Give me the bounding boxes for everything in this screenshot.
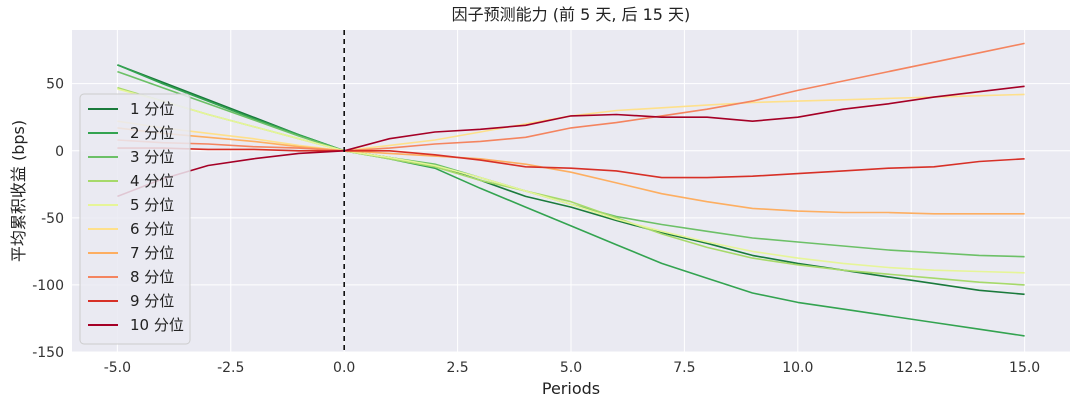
- legend-label: 2 分位: [130, 124, 174, 142]
- legend-label: 3 分位: [130, 148, 174, 166]
- legend-label: 5 分位: [130, 196, 174, 214]
- y-tick-label: -100: [32, 278, 64, 294]
- legend: 1 分位 2 分位 3 分位 4 分位 5 分位 6 分位 7 分位 8 分位 9 分位 10 分…: [79, 93, 191, 345]
- legend-label: 6 分位: [130, 220, 174, 238]
- legend-label: 4 分位: [130, 172, 174, 190]
- legend-label: 1 分位: [130, 100, 174, 118]
- x-tick-label: 15.0: [1009, 360, 1040, 376]
- series-line-7: [117, 127, 1025, 215]
- series-line-9: [117, 147, 1025, 179]
- y-ticks: 50 0 -50 -100 -150: [32, 77, 64, 361]
- series-line-10: [117, 85, 1025, 198]
- x-tick-label: 12.5: [896, 360, 927, 376]
- legend-label: 9 分位: [130, 292, 174, 310]
- series-layer: [117, 42, 1025, 337]
- x-tick-label: 5.0: [560, 360, 582, 376]
- x-tick-label: -5.0: [104, 360, 131, 376]
- series-line-8: [117, 42, 1025, 152]
- legend-label: 10 分位: [130, 316, 184, 334]
- series-line-1: [117, 64, 1025, 296]
- y-axis-label: 平均累积收益 (bps): [9, 120, 28, 262]
- x-tick-label: 7.5: [673, 360, 695, 376]
- y-tick-label: -150: [32, 345, 64, 361]
- x-tick-label: -2.5: [217, 360, 244, 376]
- series-line-2: [117, 64, 1025, 337]
- y-tick-label: -50: [41, 211, 64, 227]
- legend-label: 7 分位: [130, 244, 174, 262]
- chart-title: 因子预测能力 (前 5 天, 后 15 天): [452, 5, 691, 24]
- x-tick-label: 0.0: [333, 360, 355, 376]
- x-axis-label: Periods: [542, 379, 600, 398]
- y-tick-label: 50: [46, 77, 64, 93]
- legend-label: 8 分位: [130, 268, 174, 286]
- x-tick-label: 2.5: [446, 360, 468, 376]
- grid: [72, 30, 1070, 353]
- series-line-5: [117, 88, 1025, 274]
- x-tick-label: 10.0: [782, 360, 813, 376]
- y-tick-label: 0: [55, 144, 64, 160]
- x-ticks: -5.0 -2.5 0.0 2.5 5.0 7.5 10.0 12.5 15.0: [104, 360, 1041, 376]
